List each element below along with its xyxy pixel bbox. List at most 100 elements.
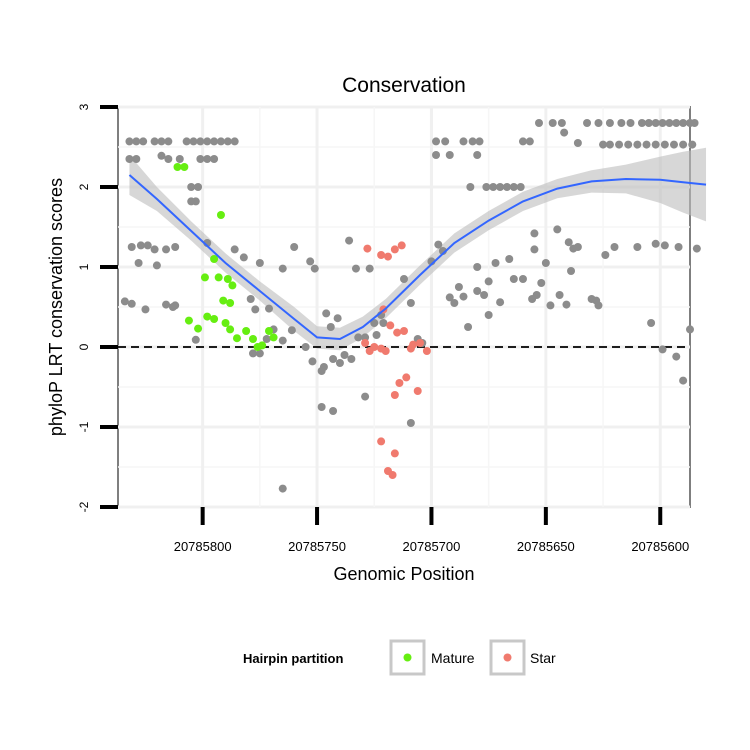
data-point-background <box>660 241 669 250</box>
smooth-line-layer <box>128 174 707 341</box>
data-point-background <box>203 137 212 146</box>
data-point-background <box>505 255 514 263</box>
data-point-background <box>464 323 473 331</box>
data-point-background <box>372 331 381 339</box>
data-point-background <box>134 259 143 267</box>
data-point-background <box>432 151 441 159</box>
data-point-background <box>379 319 388 327</box>
data-point-background <box>525 137 534 146</box>
data-point-background <box>672 352 681 361</box>
data-point-background <box>450 299 459 307</box>
data-point-background <box>136 241 145 250</box>
data-point-background <box>335 359 344 367</box>
data-point-background <box>329 355 338 363</box>
data-point-background <box>541 259 550 267</box>
data-point-background <box>573 243 582 251</box>
data-point-background <box>473 263 482 271</box>
data-point-background <box>518 137 527 146</box>
y-tick-label: 1 <box>77 263 91 270</box>
data-point-background <box>626 119 635 127</box>
data-point-background <box>196 137 205 146</box>
data-point-star <box>377 437 386 446</box>
data-point-background <box>191 197 200 206</box>
data-point-background <box>329 407 338 415</box>
confidence-ribbon-layer <box>129 147 707 351</box>
data-point-mature <box>180 163 189 171</box>
data-point-background <box>674 243 683 251</box>
smooth-fit-line <box>128 174 707 341</box>
data-point-background <box>637 119 646 127</box>
axes-layer: -2 -1 0 1 2 3 20785800 20785750 20785700 20785650… <box>77 103 689 554</box>
data-point-background <box>610 243 619 251</box>
data-point-background <box>617 119 626 127</box>
data-point-background <box>482 183 491 191</box>
data-point-background <box>308 357 317 366</box>
data-point-background <box>692 244 701 253</box>
data-point-background <box>502 183 511 191</box>
data-point-background <box>496 183 505 191</box>
data-point-background <box>175 155 184 163</box>
data-point-background <box>601 251 610 259</box>
data-point-background <box>132 155 141 163</box>
data-point-background <box>333 314 342 323</box>
data-point-background <box>624 140 633 149</box>
data-point-background <box>516 183 525 191</box>
data-point-background <box>406 299 415 307</box>
data-point-background <box>633 140 642 149</box>
data-point-mature <box>228 281 237 290</box>
y-axis-title: phyloP LRT conservation scores <box>46 178 66 436</box>
data-point-background <box>340 351 349 359</box>
data-point-mature <box>219 296 228 305</box>
data-point-background <box>354 333 363 342</box>
data-point-background <box>370 319 379 327</box>
data-point-background <box>665 119 674 127</box>
data-point-star <box>388 471 397 479</box>
data-point-background <box>518 275 527 283</box>
data-point-background <box>599 140 608 149</box>
data-point-background <box>509 183 518 191</box>
data-point-mature <box>269 333 278 342</box>
x-tick-label: 20785600 <box>631 539 689 554</box>
data-point-background <box>594 301 603 310</box>
data-point-background <box>642 140 651 149</box>
data-point-mature <box>210 315 219 323</box>
data-point-background <box>322 309 331 318</box>
data-point-background <box>162 245 171 254</box>
data-point-mature <box>242 327 251 335</box>
data-point-mature <box>226 325 235 334</box>
data-point-background <box>326 323 335 331</box>
data-point-star <box>370 343 379 351</box>
data-point-background <box>132 137 141 146</box>
confidence-ribbon <box>129 147 707 351</box>
data-point-background <box>491 259 500 267</box>
data-point-background <box>484 311 493 319</box>
points-layer <box>120 119 701 493</box>
data-point-background <box>509 275 518 283</box>
data-point-background <box>688 140 697 149</box>
data-point-background <box>679 119 688 127</box>
data-point-background <box>441 137 450 146</box>
data-point-background <box>290 243 299 251</box>
data-point-background <box>530 229 539 238</box>
data-point-star <box>377 251 386 259</box>
data-point-background <box>530 245 539 254</box>
data-point-star <box>390 391 399 399</box>
data-point-mature <box>216 211 225 219</box>
data-point-star <box>361 339 370 347</box>
data-point-background <box>459 137 468 146</box>
data-point-mature <box>248 335 257 343</box>
data-point-background <box>445 151 454 159</box>
data-point-background <box>555 291 564 299</box>
data-point-background <box>150 137 159 146</box>
data-point-star <box>363 244 372 253</box>
data-point-background <box>301 343 310 351</box>
data-point-background <box>127 299 136 308</box>
data-point-star <box>390 449 399 458</box>
data-point-background <box>473 151 482 159</box>
data-point-background <box>278 484 287 493</box>
data-point-background <box>658 119 667 127</box>
data-point-background <box>548 119 557 127</box>
data-point-background <box>223 137 232 146</box>
legend-star-marker <box>503 653 512 662</box>
x-tick-label: 20785750 <box>288 539 346 554</box>
